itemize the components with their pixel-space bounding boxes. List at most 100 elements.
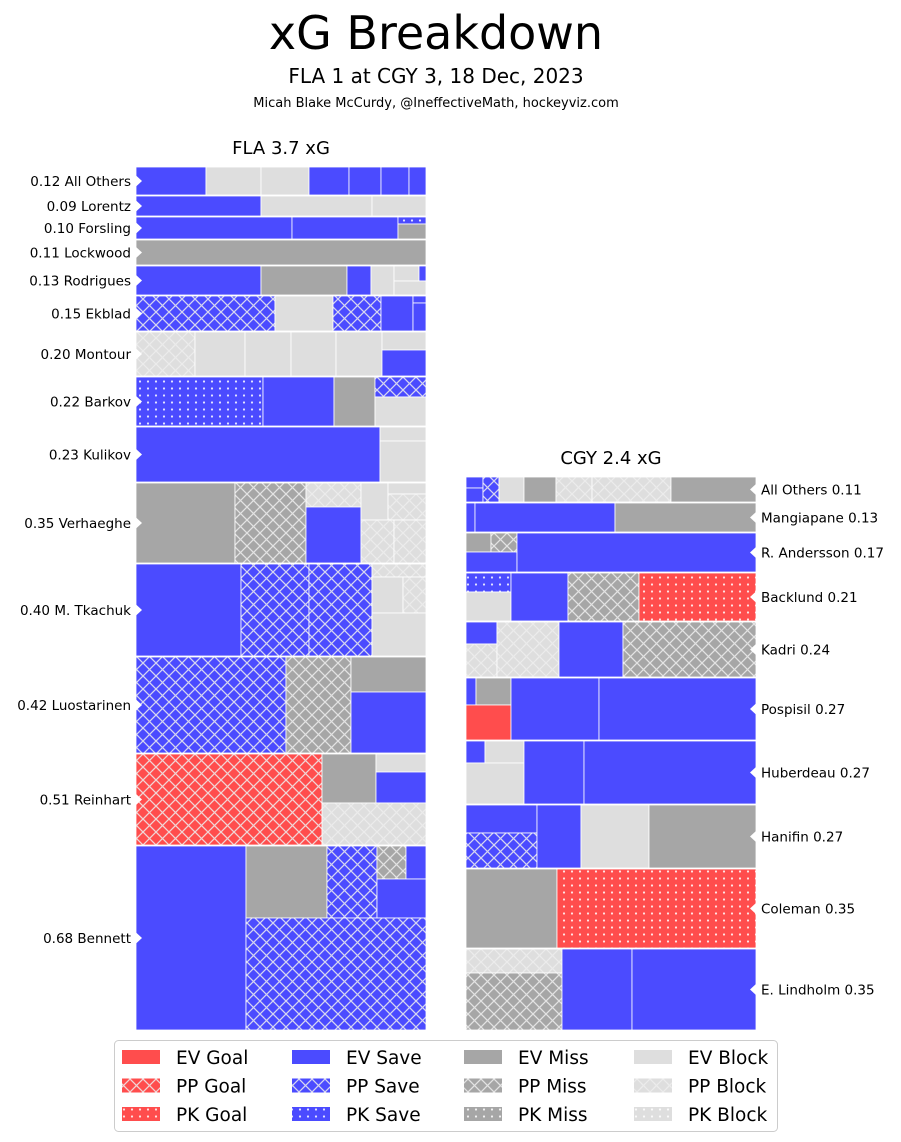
player-label: Pospisil 0.27 [761, 702, 845, 718]
shot-cell-pp-miss [567, 572, 640, 622]
player-xg: 0.35 [845, 983, 875, 999]
shot-cell-ev-block [290, 331, 337, 377]
player-row [465, 948, 757, 1031]
player-xg: 0.40 [20, 603, 50, 619]
chart-subtitle: FLA 1 at CGY 3, 18 Dec, 2023 [288, 64, 583, 88]
row-notch [750, 983, 757, 996]
shot-cell-ev-save [598, 677, 757, 741]
player-name: Hanifin [761, 830, 809, 846]
shot-cell-ev-save [418, 265, 427, 282]
shot-cell-ev-save [381, 349, 427, 377]
shot-cell-ev-save [308, 166, 350, 196]
player-row [135, 216, 427, 240]
player-name: Lockwood [64, 246, 131, 262]
player-xg: 0.51 [40, 793, 70, 809]
player-xg: 0.13 [29, 274, 59, 290]
player-xg: 0.27 [813, 830, 843, 846]
legend-label: EV Miss [518, 1048, 589, 1069]
player-xg: 0.23 [49, 448, 79, 464]
player-label: 0.23 Kulikov [49, 448, 131, 464]
player-xg: 0.35 [24, 516, 54, 532]
player-row [135, 563, 427, 657]
shot-cell-pp-save [245, 917, 427, 1031]
shot-cell-ev-save [135, 216, 293, 240]
player-row [135, 265, 427, 296]
row-notch [135, 175, 142, 187]
player-label: 0.10 Forsling [44, 221, 131, 237]
player-label: R. Andersson 0.17 [761, 546, 884, 562]
legend-item-ev-miss: EV Miss [464, 1048, 589, 1069]
cgy-treemap [465, 476, 757, 1031]
player-label: 0.42 Luostarinen [17, 698, 131, 714]
fla-panel-title: FLA 3.7 xG [232, 138, 330, 159]
shot-cell-ev-save [465, 621, 498, 645]
cgy-panel-title: CGY 2.4 xG [560, 448, 661, 469]
shot-cell-ev-block [371, 612, 427, 657]
shot-cell-ev-miss [333, 376, 376, 427]
shot-cell-pp-save [308, 563, 373, 657]
player-name: Montour [75, 347, 132, 363]
shot-cell-ev-block [374, 396, 427, 427]
shot-cell-ev-save [348, 166, 382, 196]
treemap-cells [135, 166, 757, 1031]
player-label: 0.68 Bennett [43, 931, 131, 947]
shot-cell-ev-block [205, 166, 262, 196]
shot-cell-ev-block [260, 166, 310, 196]
shot-cell-ev-save [465, 476, 484, 489]
shot-cell-ev-save [380, 166, 410, 196]
player-xg: 0.35 [825, 902, 855, 918]
row-notch [135, 246, 142, 259]
legend-swatch [292, 1050, 330, 1064]
player-xg: 0.12 [30, 174, 60, 190]
player-name: All Others [761, 483, 827, 499]
player-label: 0.12 All Others [30, 174, 131, 190]
row-notch [135, 395, 142, 408]
legend-item-pk-miss: PK Miss [464, 1105, 588, 1126]
legend-swatch [122, 1050, 160, 1064]
player-name: Forsling [78, 221, 131, 237]
legend-label: PP Block [688, 1077, 767, 1098]
shot-cell-ev-miss [465, 532, 492, 553]
legend-label: PK Block [688, 1105, 767, 1126]
shot-cell-pp-save [374, 376, 427, 398]
player-row [135, 656, 427, 754]
shot-cell-pk-goal [638, 572, 757, 622]
shot-cell-pp-block [393, 519, 427, 564]
shot-cell-ev-block [379, 426, 427, 442]
shot-cell-ev-save [135, 195, 262, 217]
legend-label: PP Goal [176, 1077, 246, 1098]
shot-cell-pk-goal [556, 868, 757, 949]
row-notch [135, 348, 142, 360]
legend-item-pp-goal: PP Goal [122, 1077, 246, 1098]
legend-swatch [634, 1050, 672, 1064]
fla-treemap [135, 166, 427, 1031]
legend-item-ev-save: EV Save [292, 1048, 422, 1069]
row-notch [135, 222, 142, 234]
player-xg: 0.10 [44, 221, 74, 237]
shot-cell-ev-block [375, 753, 427, 773]
shot-cell-ev-block [260, 195, 373, 217]
shot-cell-pp-miss [622, 621, 757, 678]
shot-cell-ev-save [291, 216, 399, 240]
shot-cell-ev-block [370, 265, 395, 296]
legend-label: EV Goal [176, 1048, 248, 1069]
player-xg: 0.11 [30, 246, 60, 262]
legend-item-pk-goal: PK Goal [122, 1105, 247, 1126]
legend: EV Goal PP Goal PK Goal EV Save PP Save PK Sa… [114, 1040, 778, 1132]
shot-cell-ev-save [465, 487, 484, 503]
shot-cell-pp-block [321, 802, 427, 846]
player-row [135, 845, 427, 1031]
player-row [135, 195, 427, 217]
row-notch [750, 902, 757, 915]
shot-cell-pk-save [135, 376, 264, 427]
shot-cell-ev-save [408, 166, 427, 196]
shot-cell-ev-block [465, 762, 525, 805]
row-notch [750, 511, 757, 524]
legend-swatch [122, 1078, 160, 1093]
player-xg: 0.13 [848, 511, 878, 527]
shot-cell-pp-block [371, 563, 427, 578]
player-row [465, 572, 757, 622]
shot-cell-pp-block [555, 476, 593, 503]
shot-cell-ev-block [580, 804, 650, 869]
chart-byline: Micah Blake McCurdy, @IneffectiveMath, h… [253, 96, 619, 111]
